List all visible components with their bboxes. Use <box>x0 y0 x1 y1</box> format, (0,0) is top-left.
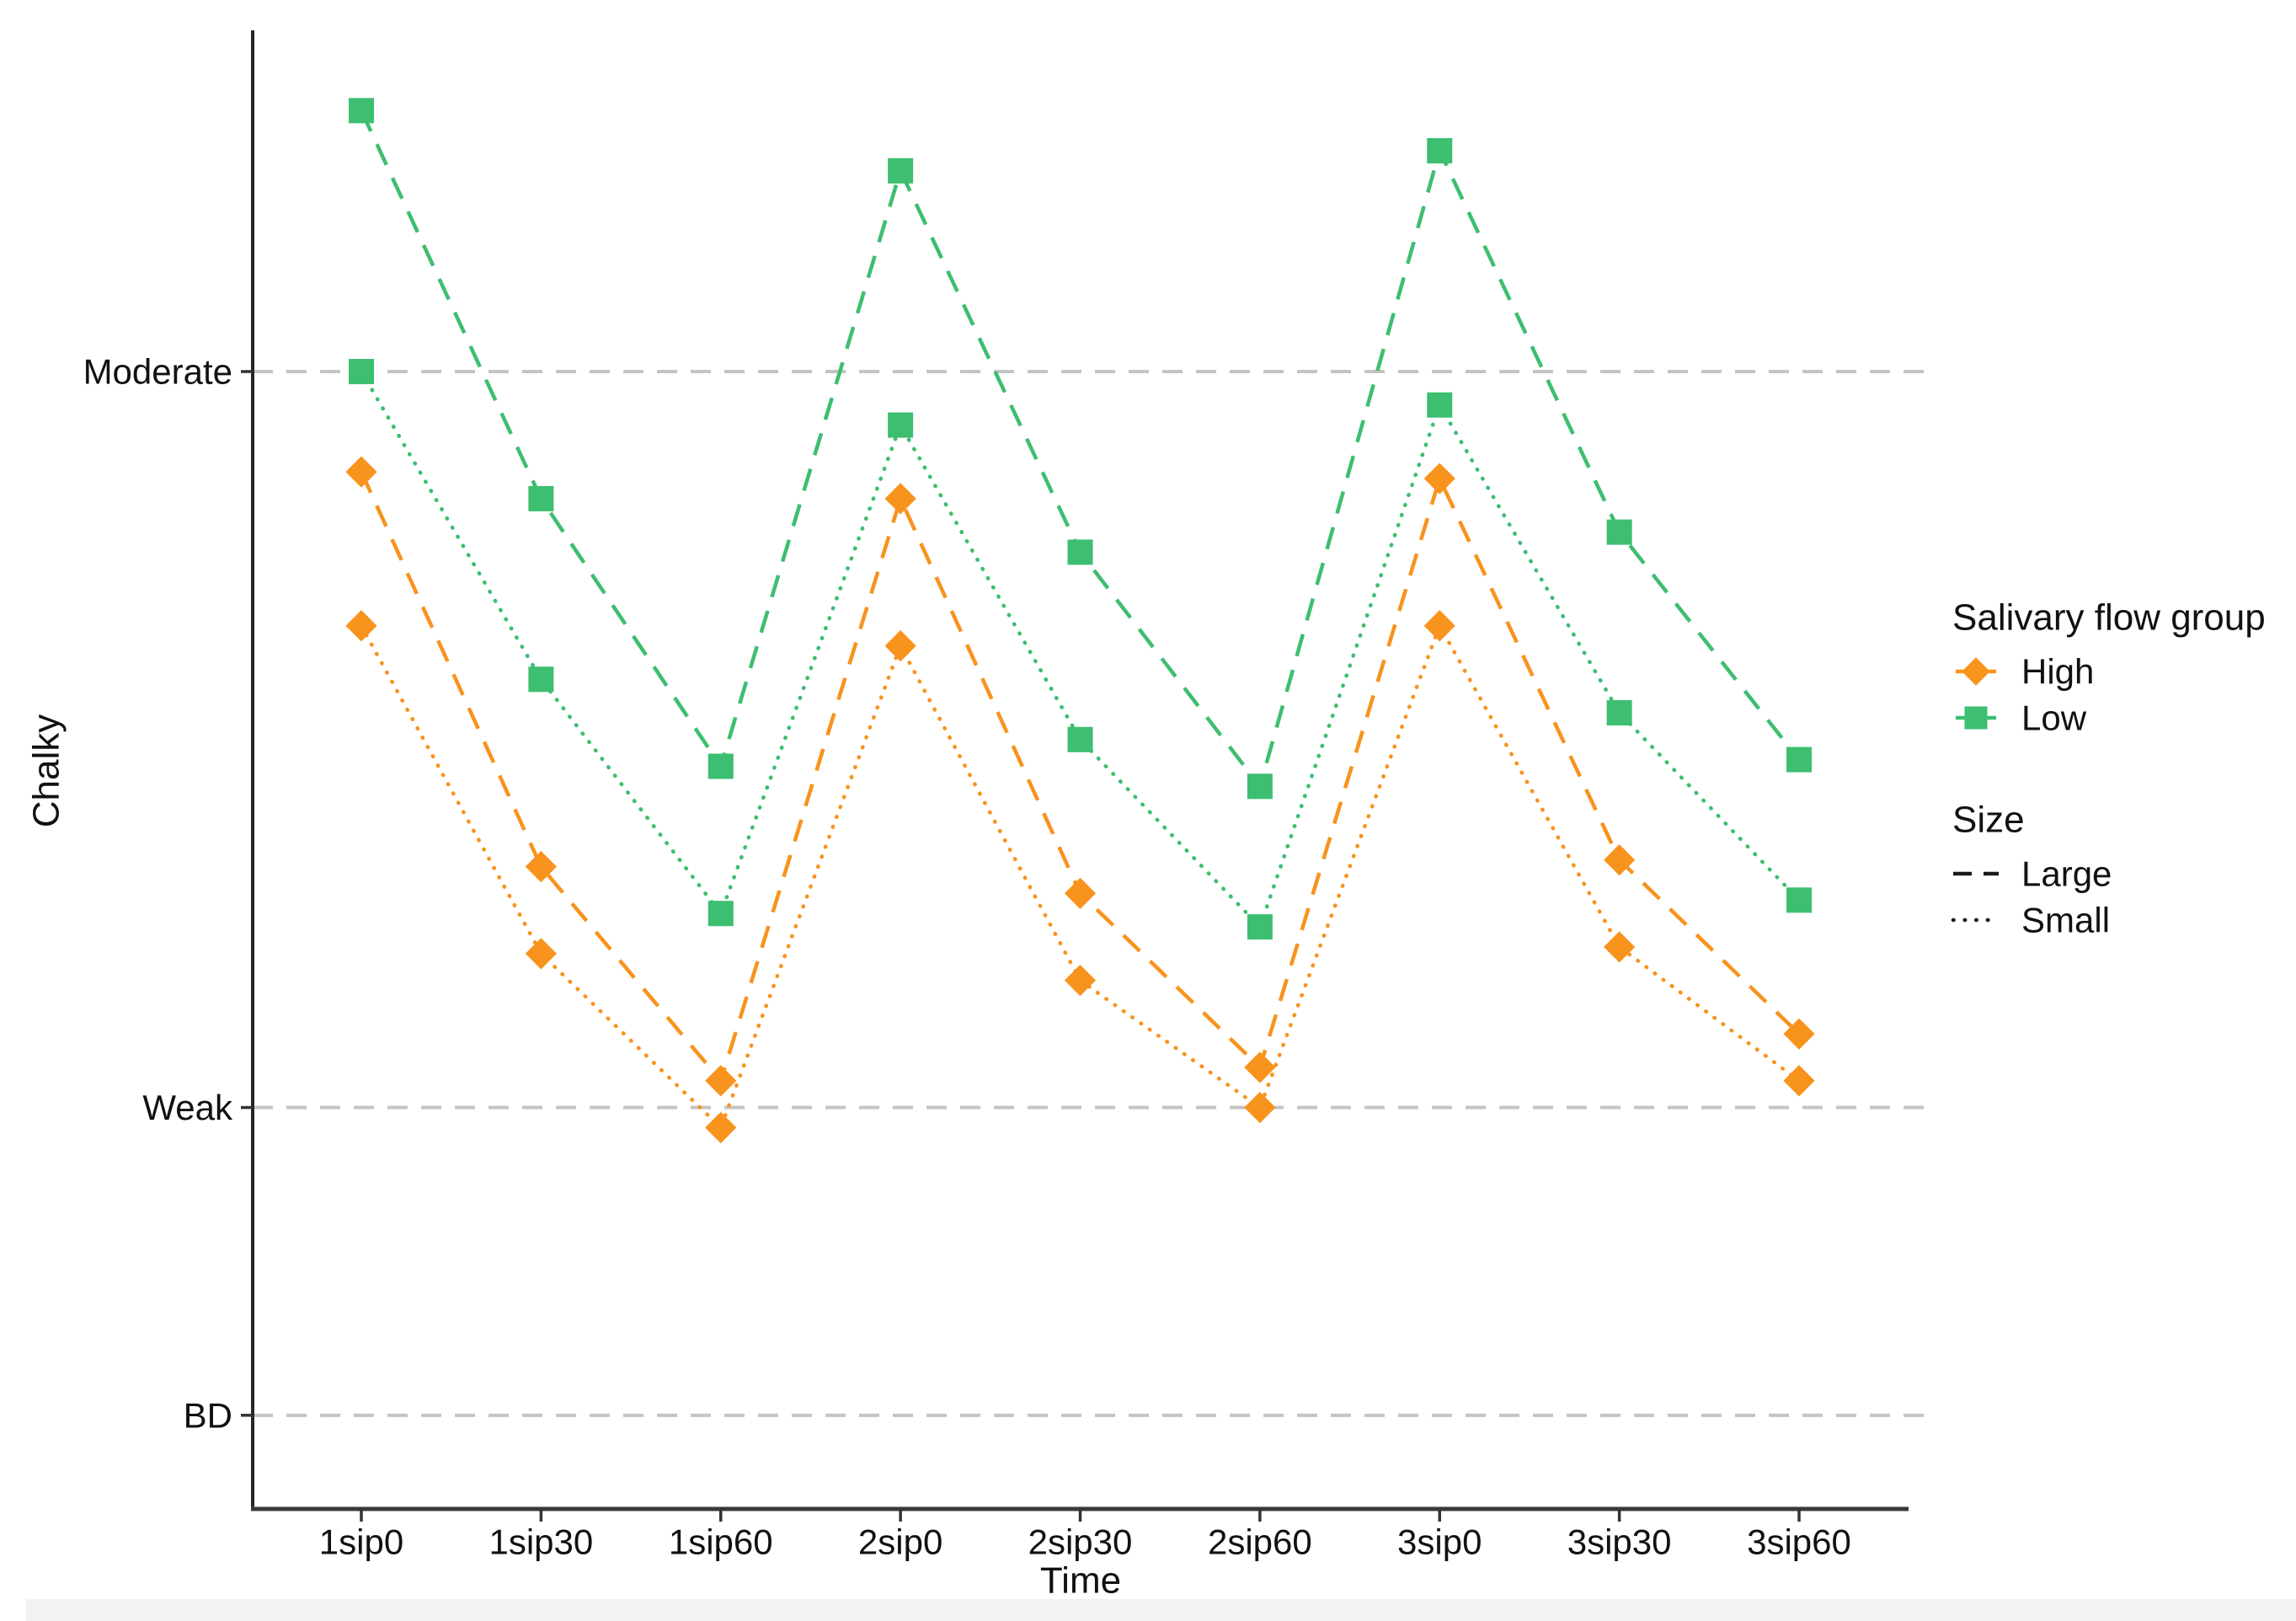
point-low-small-3sip30 <box>1606 700 1632 725</box>
legend-group-title: Salivary flow group <box>1952 597 2266 639</box>
x-tick-label-1sip0: 1sip0 <box>319 1522 403 1562</box>
point-high-large-1sip60 <box>705 1065 737 1097</box>
point-high-small-1sip0 <box>345 610 377 642</box>
point-low-large-3sip0 <box>1427 137 1453 163</box>
x-tick-label-3sip30: 3sip30 <box>1567 1522 1672 1562</box>
point-low-small-1sip30 <box>528 666 554 693</box>
point-high-small-3sip0 <box>1423 610 1455 642</box>
point-high-small-1sip30 <box>525 938 557 970</box>
legend-marker-low <box>1964 706 1988 730</box>
point-high-small-3sip60 <box>1783 1065 1815 1097</box>
series-low-large <box>349 98 1812 800</box>
point-high-small-3sip30 <box>1604 931 1636 963</box>
footer-strip <box>26 1599 2296 1621</box>
legend-label-small: Small <box>2021 901 2110 940</box>
legend-size-title: Size <box>1952 800 2025 841</box>
point-high-large-2sip60 <box>1244 1051 1276 1083</box>
point-high-large-3sip60 <box>1783 1018 1815 1050</box>
point-high-large-1sip30 <box>525 851 557 883</box>
legend-marker-high <box>1962 657 1990 686</box>
x-tick-label-1sip60: 1sip60 <box>669 1522 773 1562</box>
series-line-low-small <box>359 369 1802 931</box>
point-low-small-2sip0 <box>888 412 914 438</box>
point-low-large-2sip60 <box>1247 773 1273 800</box>
y-axis-title: Chalky <box>26 714 67 828</box>
legend-label-low: Low <box>2021 698 2087 738</box>
point-high-large-2sip0 <box>884 483 916 515</box>
point-low-large-1sip30 <box>528 485 554 511</box>
point-high-large-3sip30 <box>1604 844 1636 876</box>
y-tick-label-bd: BD <box>184 1395 232 1435</box>
series-line-high-small <box>359 621 1802 1131</box>
point-low-small-3sip60 <box>1786 887 1812 913</box>
x-axis-title: Time <box>1040 1560 1121 1602</box>
point-low-small-2sip30 <box>1067 726 1093 752</box>
x-tick-label-3sip60: 3sip60 <box>1747 1522 1851 1562</box>
point-low-small-2sip60 <box>1247 914 1273 940</box>
legend-label-high: High <box>2021 652 2094 692</box>
point-high-large-2sip30 <box>1064 877 1097 910</box>
x-tick-label-2sip60: 2sip60 <box>1208 1522 1312 1562</box>
series-high-small <box>345 610 1815 1143</box>
point-high-large-3sip0 <box>1423 463 1455 495</box>
point-low-small-1sip0 <box>349 359 374 384</box>
point-high-small-2sip30 <box>1064 965 1097 997</box>
point-low-small-1sip60 <box>707 901 734 927</box>
point-high-small-2sip60 <box>1244 1091 1276 1124</box>
series-high-large <box>345 456 1815 1097</box>
point-low-small-3sip0 <box>1427 392 1453 418</box>
y-tick-label-moderate: Moderate <box>83 352 232 392</box>
point-high-small-2sip0 <box>884 629 916 662</box>
x-tick-label-2sip30: 2sip30 <box>1028 1522 1133 1562</box>
point-high-small-1sip60 <box>705 1111 737 1143</box>
point-low-large-2sip0 <box>888 158 914 184</box>
x-tick-label-2sip0: 2sip0 <box>858 1522 942 1562</box>
x-tick-label-1sip30: 1sip30 <box>489 1522 593 1562</box>
point-high-large-1sip0 <box>345 456 377 488</box>
series-line-low-large <box>359 110 1801 791</box>
point-low-large-3sip60 <box>1786 746 1812 773</box>
legend-label-large: Large <box>2021 854 2112 894</box>
x-tick-label-3sip0: 3sip0 <box>1397 1522 1482 1562</box>
point-low-large-1sip60 <box>707 753 734 779</box>
point-low-large-3sip30 <box>1606 519 1632 545</box>
point-low-large-2sip30 <box>1067 539 1093 565</box>
point-low-large-1sip0 <box>349 98 374 124</box>
series-low-small <box>349 359 1812 940</box>
y-tick-label-weak: Weak <box>142 1088 233 1127</box>
legend: Salivary flow group High Low Size Large Small <box>1951 597 2266 940</box>
